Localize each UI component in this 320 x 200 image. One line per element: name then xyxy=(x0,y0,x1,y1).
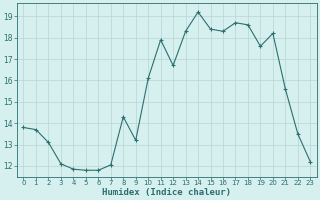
X-axis label: Humidex (Indice chaleur): Humidex (Indice chaleur) xyxy=(102,188,231,197)
